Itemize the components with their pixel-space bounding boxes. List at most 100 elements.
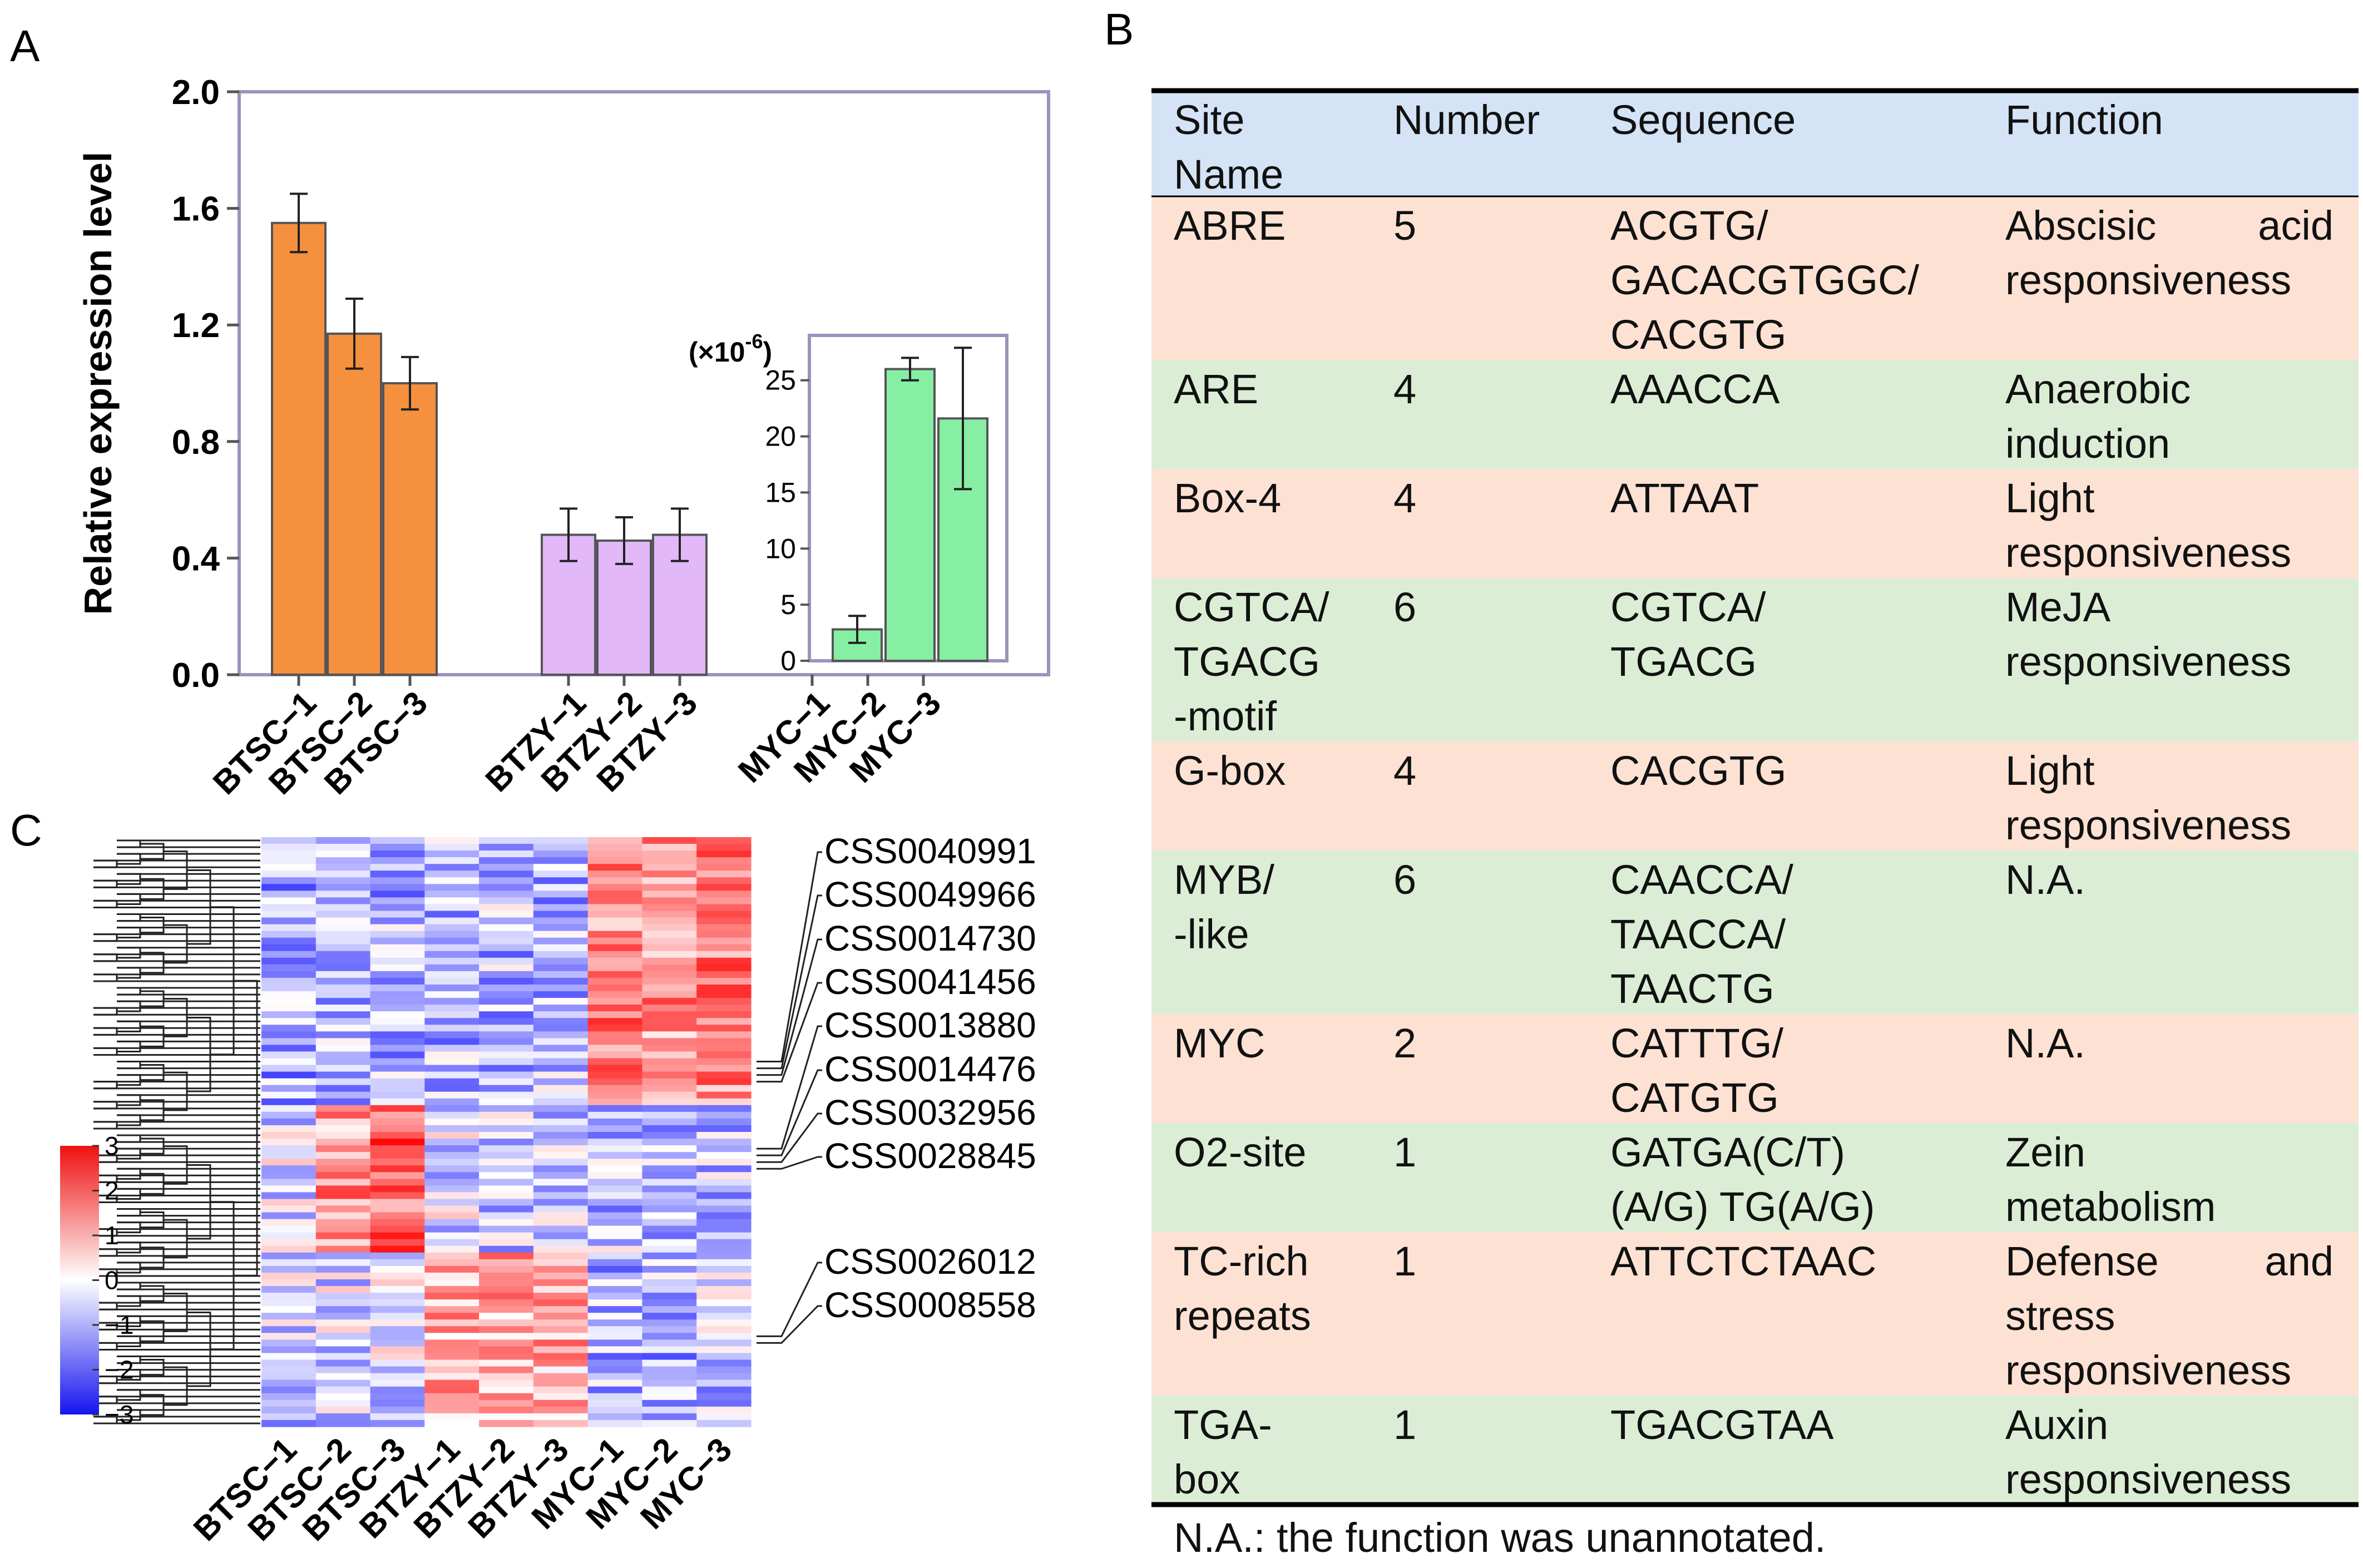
heatmap-cell xyxy=(696,1139,752,1146)
heatmap-cell xyxy=(696,1225,752,1233)
heatmap-cell xyxy=(479,991,534,998)
table-cell-function: induction xyxy=(2005,421,2170,467)
heatmap-cell xyxy=(642,877,697,884)
heatmap-cell xyxy=(587,1353,643,1361)
heatmap-cell xyxy=(479,964,534,972)
heatmap-cell xyxy=(533,1025,589,1032)
heatmap-cell xyxy=(587,1011,643,1018)
heatmap-cell xyxy=(370,1005,425,1012)
heatmap-cell xyxy=(370,1419,425,1427)
heatmap-cell xyxy=(479,1172,534,1179)
dendrogram-branch xyxy=(93,879,118,888)
heatmap-cell xyxy=(370,1239,425,1247)
table-cell-site: CGTCA/ xyxy=(1174,584,1329,630)
heatmap-cell xyxy=(315,1085,371,1092)
heatmap-cell xyxy=(533,1085,589,1092)
gene-label: CSS0026012 xyxy=(824,1241,1036,1282)
table-cell-number: 4 xyxy=(1393,748,1416,794)
heatmap-cell xyxy=(424,1239,479,1247)
heatmap-cell xyxy=(370,991,425,998)
heatmap-cell xyxy=(587,1232,643,1240)
heatmap-cell xyxy=(315,1232,371,1240)
heatmap-cell xyxy=(479,857,534,864)
heatmap-cell xyxy=(479,904,534,912)
heatmap-cell xyxy=(479,877,534,884)
inset-y-tick-label: 5 xyxy=(780,589,796,620)
heatmap-cell xyxy=(642,971,697,978)
heatmap-cell xyxy=(261,1272,317,1280)
table-cell-sequence: CGTCA/ xyxy=(1610,584,1766,630)
bar xyxy=(271,221,327,676)
heatmap-cell xyxy=(696,1245,752,1253)
dendrogram-branch xyxy=(140,1099,165,1121)
heatmap-cell xyxy=(370,1058,425,1066)
heatmap-cell xyxy=(533,1286,589,1293)
heatmap-cell xyxy=(261,837,317,844)
heatmap-cell xyxy=(261,877,317,884)
heatmap-cell xyxy=(533,1306,589,1313)
heatmap-cell xyxy=(587,1279,643,1287)
heatmap-cell xyxy=(642,1339,697,1347)
colorbar-tick-label: 0 xyxy=(105,1266,119,1295)
heatmap-cell xyxy=(587,1185,643,1193)
heatmap-cell xyxy=(424,1179,479,1186)
heatmap-cell xyxy=(261,1165,317,1173)
heatmap-cell xyxy=(424,1159,479,1166)
heatmap-cell xyxy=(261,1199,317,1206)
heatmap-cell xyxy=(261,891,317,898)
heatmap-cell xyxy=(261,857,317,864)
heatmap-cell xyxy=(696,1406,752,1414)
heatmap-cell xyxy=(696,1259,752,1267)
heatmap-cell xyxy=(696,944,752,952)
table-cell-sequence: CATTTG/ xyxy=(1610,1020,1783,1066)
heatmap-cell xyxy=(533,1091,589,1099)
heatmap-cell xyxy=(587,1225,643,1233)
heatmap-cell xyxy=(370,1098,425,1106)
heatmap-cell xyxy=(479,1393,534,1401)
gene-label: CSS0049966 xyxy=(824,874,1036,914)
heatmap-cell xyxy=(533,1379,589,1387)
heatmap-cell xyxy=(315,1005,371,1012)
heatmap-cell xyxy=(642,1272,697,1280)
heatmap-cell xyxy=(642,904,697,912)
heatmap-cell xyxy=(696,1353,752,1361)
heatmap-cell xyxy=(315,957,371,965)
heatmap-cell xyxy=(533,1326,589,1333)
y-tick-label: 2.0 xyxy=(172,73,220,112)
heatmap-cell xyxy=(533,964,589,972)
heatmap-cell xyxy=(696,1185,752,1193)
heatmap-cell xyxy=(587,857,643,864)
heatmap-cell xyxy=(261,1065,317,1072)
heatmap-cell xyxy=(479,931,534,938)
table-cell-function: Light xyxy=(2005,475,2095,521)
dendrogram-branch xyxy=(140,1285,165,1302)
heatmap-cell xyxy=(315,937,371,945)
heatmap-cell xyxy=(642,1245,697,1253)
heatmap-cell xyxy=(587,1339,643,1347)
heatmap-cell xyxy=(696,844,752,851)
heatmap-cell xyxy=(533,1172,589,1179)
heatmap-cell xyxy=(261,1353,317,1361)
heatmap-cell xyxy=(261,1366,317,1374)
heatmap-cell xyxy=(642,1185,697,1193)
dendrogram-branch xyxy=(117,1074,141,1086)
heatmap-cell xyxy=(370,1339,425,1347)
heatmap-cell xyxy=(424,1139,479,1146)
heatmap-cell xyxy=(696,1058,752,1066)
heatmap-cell xyxy=(479,1045,534,1052)
dendrogram-branch xyxy=(117,1221,141,1234)
heatmap-cell xyxy=(424,1205,479,1213)
heatmap-cell xyxy=(424,1232,479,1240)
heatmap-cell xyxy=(533,1265,589,1273)
heatmap-cell xyxy=(642,864,697,871)
heatmap-cell xyxy=(261,1071,317,1079)
heatmap-cell xyxy=(533,1219,589,1226)
heatmap-cell xyxy=(424,870,479,878)
heatmap-cell xyxy=(642,1279,697,1287)
dendrogram-branch xyxy=(140,1211,165,1229)
heatmap-cell xyxy=(370,1225,425,1233)
heatmap-cell xyxy=(315,911,371,918)
heatmap-cell xyxy=(696,1272,752,1280)
heatmap-cell xyxy=(587,1038,643,1046)
heatmap-cell xyxy=(587,924,643,932)
